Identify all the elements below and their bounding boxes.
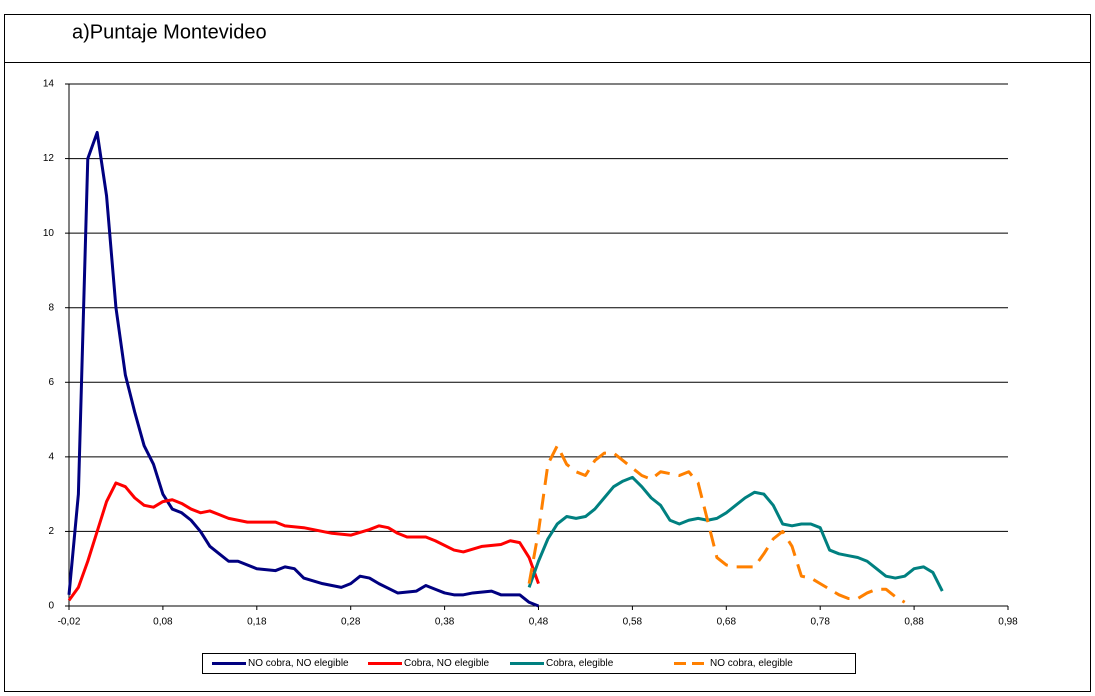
x-tick-label: 0,08 (153, 617, 173, 628)
x-tick-label: 0,58 (623, 617, 643, 628)
series-line (67, 481, 540, 602)
legend-label: NO cobra, elegible (710, 658, 793, 669)
series-line (527, 475, 944, 592)
x-tick-label: 0,78 (810, 617, 830, 628)
x-tick-label: 0,48 (529, 617, 549, 628)
x-tick-label: 0,38 (435, 617, 455, 628)
x-tick-label: 0,18 (247, 617, 267, 628)
chart-title: a)Puntaje Montevideo (72, 21, 267, 43)
x-tick-label: 0,28 (341, 617, 361, 628)
y-tick-label: 2 (48, 526, 54, 537)
legend-label: Cobra, elegible (546, 658, 614, 669)
y-tick-label: 12 (43, 153, 55, 164)
legend-label: NO cobra, NO elegible (248, 658, 349, 669)
x-tick-label: 0,88 (904, 617, 924, 628)
y-tick-label: 6 (48, 377, 54, 388)
series-line (67, 130, 540, 608)
y-tick-label: 10 (43, 228, 55, 239)
y-tick-label: 0 (48, 601, 54, 612)
x-tick-label: 0,68 (717, 617, 737, 628)
x-tick-label: -0,02 (58, 617, 81, 628)
x-tick-label: 0,98 (998, 617, 1018, 628)
legend-label: Cobra, NO elegible (404, 658, 489, 669)
series-line (527, 444, 906, 604)
y-tick-label: 8 (48, 302, 54, 313)
frame (4, 14, 1091, 692)
y-tick-label: 14 (43, 79, 55, 90)
y-tick-label: 4 (48, 451, 54, 462)
